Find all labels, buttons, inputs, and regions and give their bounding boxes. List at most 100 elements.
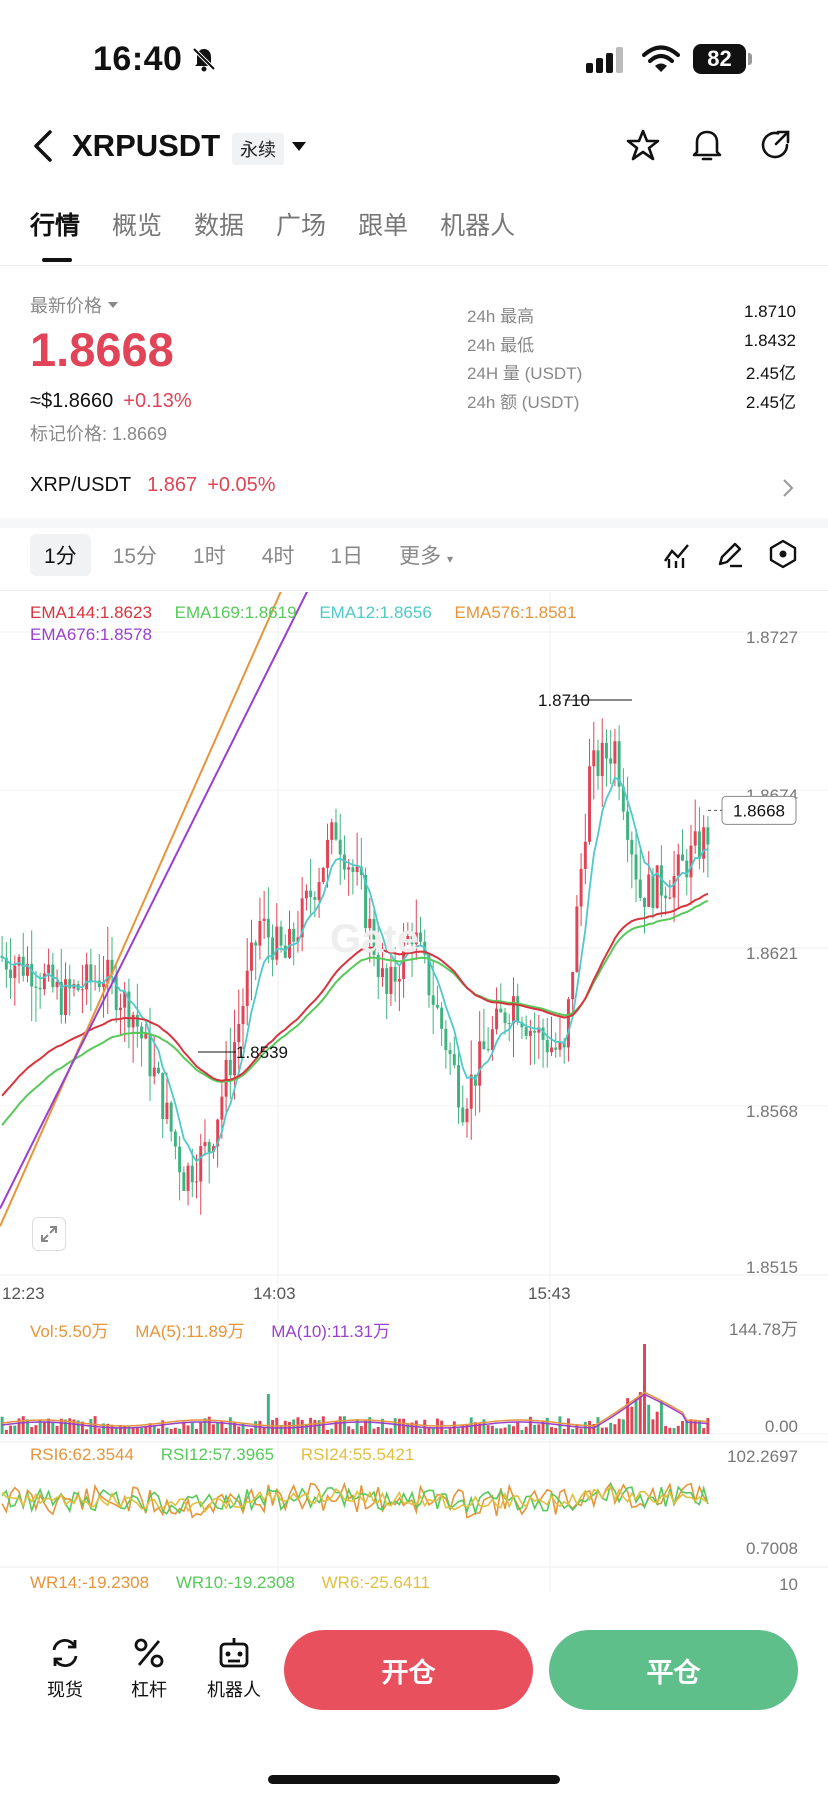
ema676-line — [0, 592, 309, 1209]
timeframe-more[interactable]: 更多 ▾ — [399, 545, 453, 568]
candle-body — [516, 996, 520, 1023]
candle-body — [114, 974, 118, 1011]
volume-bar — [427, 1427, 431, 1434]
tab-copy-trade[interactable]: 跟单 — [358, 212, 409, 240]
volume-bar — [144, 1426, 148, 1434]
candle-body — [97, 980, 101, 988]
draw-pencil-icon[interactable] — [716, 540, 744, 568]
volume-bar — [685, 1420, 689, 1434]
tab-data[interactable]: 数据 — [194, 212, 245, 240]
nav-spot[interactable]: 现货 — [30, 1635, 100, 1702]
chevron-right-icon[interactable] — [782, 478, 794, 498]
timeframe-15m[interactable]: 15分 — [112, 545, 158, 568]
ema676-value: EMA676:1.8578 — [30, 625, 152, 644]
tab-bots[interactable]: 机器人 — [440, 212, 516, 240]
usd-price-row: ≈$1.8660 +0.13% — [30, 390, 192, 413]
stat-label: 24h 额 (USDT) — [467, 393, 580, 412]
x-tick-label: 14:03 — [253, 1284, 296, 1303]
candle-body — [351, 867, 355, 873]
volume-bar — [448, 1427, 452, 1434]
mark-price: 标记价格: 1.8669 — [30, 424, 168, 444]
tab-square[interactable]: 广场 — [276, 212, 327, 240]
timeframe-1d[interactable]: 1日 — [330, 545, 364, 568]
volume-bar — [338, 1416, 342, 1434]
share-icon[interactable] — [758, 128, 792, 162]
percent-icon — [134, 1638, 164, 1668]
bell-icon[interactable] — [691, 128, 723, 162]
candle-body — [452, 1054, 456, 1066]
fullscreen-button[interactable] — [32, 1217, 66, 1251]
tab-market[interactable]: 行情 — [30, 212, 81, 240]
candle-body — [279, 926, 283, 946]
timeframe-4h[interactable]: 4时 — [261, 545, 295, 568]
volume-bar — [102, 1423, 106, 1434]
contract-type-badge[interactable]: 永续 — [232, 133, 284, 165]
indicator-icon[interactable] — [663, 541, 691, 569]
volume-bar — [47, 1418, 51, 1434]
timeframe-1h[interactable]: 1时 — [193, 545, 226, 568]
last-price-label-row[interactable]: 最新价格 — [30, 292, 118, 318]
wr-tick: 10 — [779, 1575, 798, 1592]
candle-body — [68, 979, 72, 989]
open-position-button[interactable]: 开仓 — [284, 1630, 533, 1710]
volume-bar — [51, 1422, 55, 1434]
ema576-value: EMA576:1.8581 — [454, 603, 577, 622]
close-position-button[interactable]: 平仓 — [549, 1630, 798, 1710]
candle-body — [651, 874, 655, 909]
candle-body — [309, 890, 313, 897]
symbol-title[interactable]: XRPUSDT — [72, 128, 221, 163]
x-tick-label: 12:23 — [2, 1284, 45, 1303]
nav-bot-label: 机器人 — [207, 1680, 261, 1700]
candle-body — [419, 932, 422, 942]
stat-label: 24H 量 (USDT) — [467, 364, 583, 383]
volume-bar — [317, 1420, 321, 1434]
volume-bar — [393, 1418, 397, 1434]
volume-bar — [681, 1421, 685, 1434]
stat-value: 1.8710 — [744, 302, 796, 321]
candle-body — [161, 1072, 165, 1119]
signal-icon — [586, 47, 623, 73]
tab-overview[interactable]: 概览 — [112, 212, 163, 240]
candle-body — [380, 968, 384, 978]
candle-body — [211, 1146, 215, 1152]
volume-bar — [486, 1425, 490, 1434]
nav-bot[interactable]: 机器人 — [198, 1635, 270, 1702]
volume-bar — [461, 1425, 465, 1434]
candle-body — [600, 742, 604, 777]
volume-bar — [697, 1420, 701, 1434]
candle-body — [414, 932, 418, 945]
candle-body — [199, 1146, 203, 1182]
last-price-label: 最新价格 — [30, 296, 102, 316]
candle-body — [237, 1024, 241, 1043]
symbol-dropdown-icon[interactable] — [292, 142, 306, 151]
nav-leverage[interactable]: 杠杆 — [114, 1635, 184, 1702]
ema12-line — [1, 776, 709, 1163]
timeframe-1m[interactable]: 1分 — [30, 534, 91, 576]
volume-bar — [389, 1428, 393, 1434]
settings-hexagon-icon[interactable] — [769, 539, 797, 569]
candle-body — [617, 741, 621, 787]
volume-bar — [676, 1425, 680, 1434]
volume-bar — [524, 1426, 528, 1434]
section-gap — [0, 518, 828, 528]
back-arrow-icon[interactable] — [30, 128, 56, 164]
candle-body — [224, 1059, 228, 1097]
volume-bar — [106, 1423, 110, 1434]
volume-bar — [72, 1419, 76, 1434]
volume-bar — [664, 1425, 668, 1434]
rsi-line — [1, 1485, 709, 1514]
volume-bar — [190, 1422, 194, 1434]
volume-bar — [254, 1421, 258, 1434]
volume-bar — [355, 1418, 359, 1434]
candle-body — [321, 867, 325, 883]
candle-body — [144, 1033, 148, 1039]
star-icon[interactable] — [626, 128, 660, 162]
candle-body — [583, 841, 587, 869]
volume-bar — [541, 1420, 545, 1434]
spot-pair-row[interactable]: XRP/USDT 1.867 +0.05% — [30, 474, 276, 497]
volume-bar — [659, 1400, 663, 1434]
volume-bar — [545, 1417, 549, 1434]
volume-bar — [609, 1422, 613, 1434]
candle-body — [524, 1027, 528, 1036]
